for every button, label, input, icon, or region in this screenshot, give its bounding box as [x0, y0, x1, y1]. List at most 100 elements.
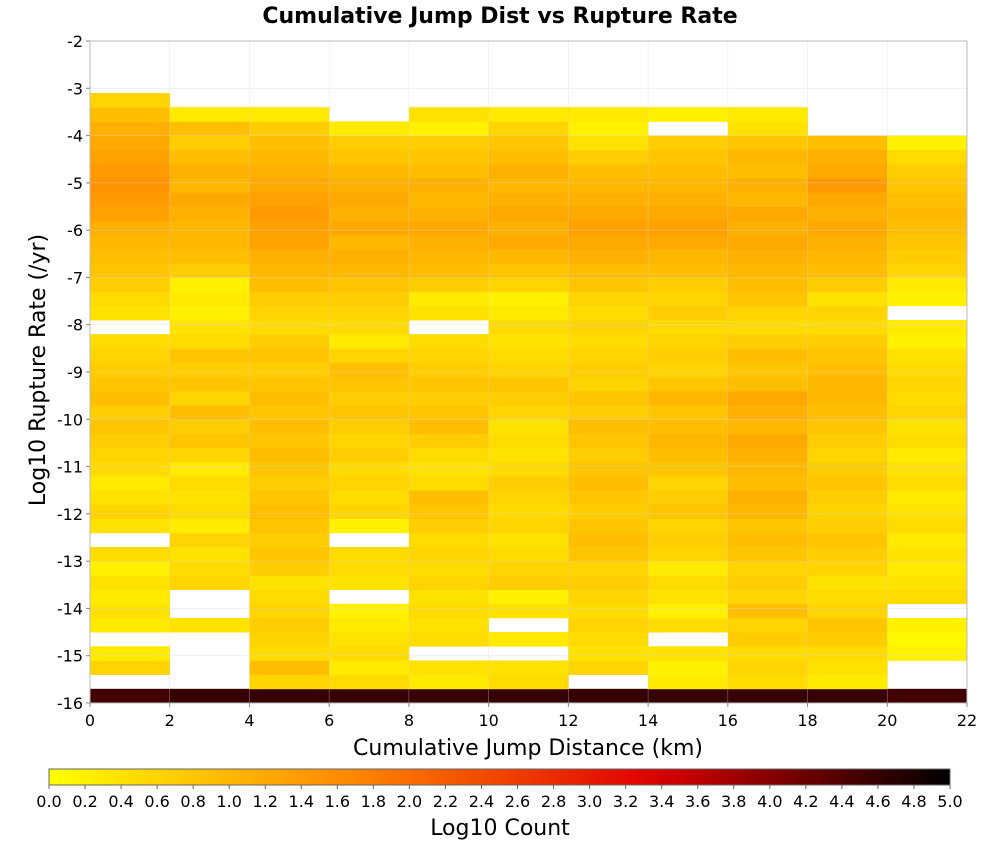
heatmap-cell	[727, 561, 808, 576]
heatmap-cell	[648, 660, 729, 676]
heatmap-cell	[568, 575, 649, 590]
heatmap-cell	[887, 390, 968, 406]
colorbar-label: Log10 Count	[430, 816, 570, 841]
heatmap-cell	[90, 504, 171, 519]
heatmap-cell	[408, 561, 490, 576]
heatmap-cell	[648, 348, 729, 363]
heatmap-cell	[648, 234, 729, 250]
heatmap-cell	[807, 405, 888, 420]
heatmap-cell	[807, 617, 888, 633]
heatmap-cell	[727, 632, 808, 647]
y-tick-label: -14	[57, 599, 83, 618]
heatmap-cell	[488, 575, 569, 590]
heatmap-cell	[568, 419, 649, 434]
heatmap-cell	[408, 234, 490, 250]
heatmap-cell	[648, 419, 729, 434]
heatmap-cell	[887, 405, 968, 420]
heatmap-cell	[249, 561, 330, 576]
x-tick-label: 6	[324, 711, 334, 730]
heatmap-cell	[807, 376, 888, 392]
colorbar-tick-label: 3.0	[577, 792, 602, 811]
heatmap-cell	[169, 263, 250, 278]
heatmap-cell	[169, 447, 250, 463]
heatmap-cell	[807, 419, 888, 434]
x-tick-label: 10	[478, 711, 498, 730]
heatmap-cell	[887, 206, 968, 222]
heatmap-cell	[727, 334, 808, 349]
heatmap-cell	[887, 476, 968, 491]
heatmap-cell	[488, 206, 569, 222]
heatmap-cell	[807, 688, 888, 704]
heatmap-cell	[169, 149, 250, 165]
heatmap-cell	[249, 107, 330, 122]
heatmap-cell	[887, 419, 968, 434]
heatmap-cell	[488, 433, 569, 449]
heatmap-cell	[90, 206, 171, 222]
heatmap-cell	[329, 447, 410, 463]
heatmap-cell	[249, 646, 330, 661]
heatmap-cell	[329, 405, 410, 420]
colorbar-tick-label: 2.0	[397, 792, 422, 811]
heatmap-cell	[727, 319, 808, 335]
heatmap-cell	[329, 476, 410, 491]
y-tick-label: -12	[57, 505, 83, 524]
heatmap-cell	[488, 319, 569, 335]
heatmap-cell	[568, 334, 649, 349]
heatmap-cell	[169, 206, 250, 222]
heatmap-cell	[408, 135, 490, 151]
heatmap-cell	[329, 277, 410, 293]
heatmap-cell	[329, 362, 410, 378]
x-tick-label: 2	[165, 711, 175, 730]
heatmap-cell	[90, 688, 171, 704]
heatmap-cell	[488, 490, 569, 505]
heatmap-cell	[249, 178, 330, 193]
heatmap-cell	[568, 348, 649, 363]
heatmap-cell	[887, 163, 968, 179]
heatmap-cell	[488, 688, 569, 704]
heatmap-cell	[648, 263, 729, 278]
heatmap-cell	[169, 334, 250, 349]
heatmap-cell	[90, 646, 171, 661]
heatmap-cell	[329, 206, 410, 222]
colorbar-tick-label: 0.2	[72, 792, 97, 811]
heatmap-cell	[648, 504, 729, 519]
heatmap-cell	[807, 362, 888, 378]
heatmap-cell	[648, 490, 729, 505]
heatmap-cell	[329, 546, 410, 562]
heatmap-cell	[90, 305, 171, 321]
colorbar-ticks: 0.0 0.2 0.4 0.6 0.8 1.0 1.2 1.4 1.6 1.8 2.0 2.2 2.4 2…	[36, 785, 963, 811]
heatmap-cell	[648, 617, 729, 633]
heatmap-cell	[329, 688, 410, 704]
heatmap-cell	[887, 589, 968, 605]
heatmap-cell	[568, 192, 649, 207]
heatmap-cell	[648, 688, 729, 704]
heatmap-cell	[807, 348, 888, 363]
heatmap-cell	[408, 192, 490, 207]
heatmap-cell	[329, 178, 410, 193]
heatmap-cell	[807, 575, 888, 590]
heatmap-cell	[568, 362, 649, 378]
heatmap-cell	[648, 476, 729, 491]
heatmap-cell	[329, 433, 410, 449]
heatmap-cell	[249, 192, 330, 207]
y-tick-label: -13	[57, 552, 83, 571]
heatmap-cell	[807, 546, 888, 562]
heatmap-cell	[807, 646, 888, 661]
heatmap-cell	[169, 135, 250, 151]
heatmap-cell	[807, 660, 888, 676]
heatmap-cell	[329, 603, 410, 619]
heatmap-cell	[90, 518, 171, 534]
heatmap-cell	[648, 461, 729, 477]
heatmap-cell	[249, 589, 330, 605]
heatmap-cell	[249, 291, 330, 307]
heatmap-cell	[90, 546, 171, 562]
heatmap-cell	[727, 305, 808, 321]
heatmap-cell	[648, 603, 729, 619]
heatmap-cell	[169, 305, 250, 321]
heatmap-cell	[329, 575, 410, 590]
heatmap-cell	[887, 561, 968, 576]
heatmap-cell	[887, 348, 968, 363]
heatmap-cell	[727, 121, 808, 136]
heatmap-cell	[488, 419, 569, 434]
heatmap-cell	[727, 348, 808, 363]
